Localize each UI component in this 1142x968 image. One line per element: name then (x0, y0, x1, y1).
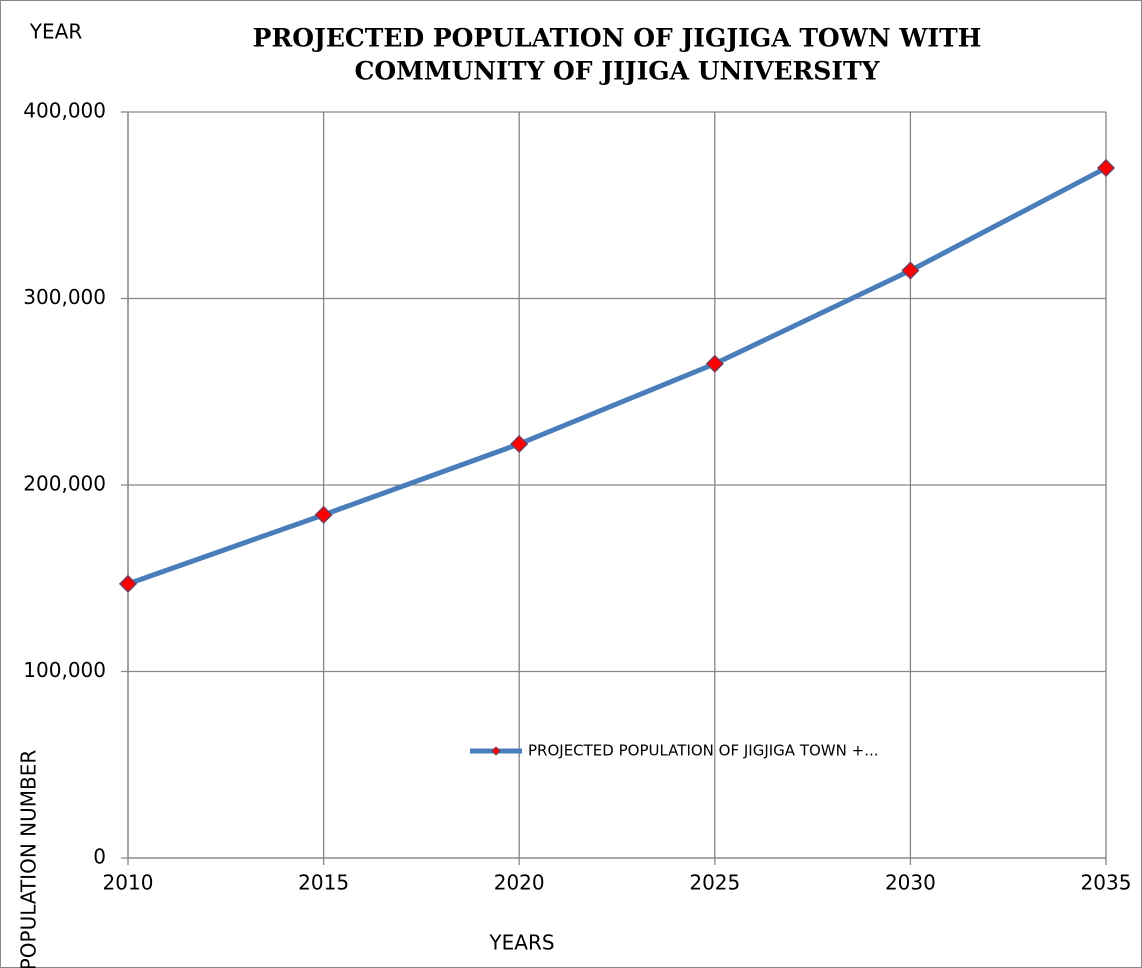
x-tick-label: 2015 (298, 871, 349, 895)
y-tick-label: 400,000 (23, 99, 106, 123)
y-axis-label: POPULATION NUMBER (17, 750, 41, 968)
marker (705, 354, 724, 373)
x-tick-label: 2030 (885, 871, 936, 895)
y-tick-label: 0 (93, 845, 106, 869)
y-tick-label: 100,000 (23, 658, 106, 682)
x-axis-label: YEARS (488, 931, 554, 955)
x-tick-label: 2010 (103, 871, 154, 895)
x-tick-label: 2025 (689, 871, 740, 895)
x-tick-label: 2020 (494, 871, 545, 895)
legend-label: PROJECTED POPULATION OF JIGJIGA TOWN +..… (528, 742, 879, 760)
chart-title: PROJECTED POPULATION OF JIGJIGA TOWN WIT… (253, 24, 982, 53)
line (127, 165, 1108, 587)
chart-title: COMMUNITY OF JIJIGA UNIVERSITY (354, 57, 880, 86)
legend-marker (491, 746, 501, 756)
x-tick-label: 2035 (1081, 871, 1132, 895)
marker (118, 574, 138, 593)
marker (510, 434, 529, 454)
y-tick-label: 300,000 (23, 285, 106, 309)
marker (1096, 158, 1116, 178)
annotation: YEAR (29, 20, 83, 44)
marker (901, 261, 920, 280)
marker (314, 505, 333, 524)
y-tick-label: 200,000 (23, 472, 106, 496)
